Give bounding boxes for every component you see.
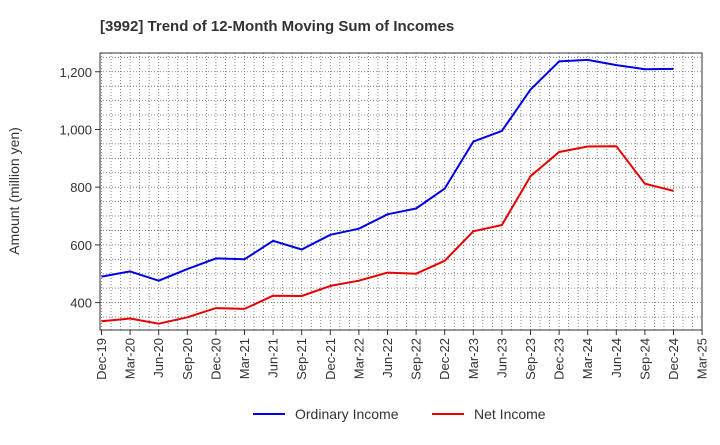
y-tick-label: 1,200 xyxy=(59,65,92,80)
x-tick-label: Mar-25 xyxy=(695,338,710,379)
legend-label: Ordinary Income xyxy=(295,406,399,422)
chart-title: [3992] Trend of 12-Month Moving Sum of I… xyxy=(100,18,454,35)
x-tick-label: Sep-24 xyxy=(637,338,652,380)
legend-label: Net Income xyxy=(474,406,546,422)
x-tick-label: Sep-21 xyxy=(294,338,309,380)
series-lines xyxy=(101,58,674,325)
y-tick-label: 600 xyxy=(70,238,92,253)
x-tick-label: Mar-21 xyxy=(237,338,252,379)
x-tick-label: Dec-20 xyxy=(208,338,223,380)
grid xyxy=(100,53,702,330)
y-axis-ticks: 400 600 800 1,000 1,200 xyxy=(59,65,100,311)
x-tick-label: Mar-22 xyxy=(351,338,366,379)
x-tick-label: Dec-22 xyxy=(437,338,452,380)
x-tick-label: Sep-22 xyxy=(409,338,424,380)
y-tick-label: 800 xyxy=(70,180,92,195)
x-tick-label: Sep-20 xyxy=(180,338,195,380)
x-tick-label: Jun-23 xyxy=(494,338,509,378)
legend: Ordinary Income Net Income xyxy=(253,406,546,422)
series-line xyxy=(101,145,674,325)
series-line xyxy=(101,58,674,282)
x-tick-label: Dec-24 xyxy=(666,338,681,380)
plot-area-frame xyxy=(99,52,703,331)
x-tick-label: Mar-24 xyxy=(580,338,595,379)
y-tick-label: 1,000 xyxy=(59,122,92,137)
x-tick-label: Sep-23 xyxy=(523,338,538,380)
x-axis-ticks: Dec-19 Mar-20 Jun-20 Sep-20 Dec-20 Mar-21 Jun-… xyxy=(94,330,710,380)
x-tick-label: Jun-24 xyxy=(609,338,624,378)
x-tick-label: Dec-23 xyxy=(552,338,567,380)
x-tick-label: Jun-21 xyxy=(266,338,281,378)
x-tick-label: Jun-20 xyxy=(151,338,166,378)
x-tick-label: Mar-23 xyxy=(466,338,481,379)
y-axis-label: Amount (million yen) xyxy=(6,127,22,255)
y-tick-label: 400 xyxy=(70,296,92,311)
x-tick-label: Dec-19 xyxy=(94,338,109,380)
x-tick-label: Mar-20 xyxy=(123,338,138,379)
x-tick-label: Dec-21 xyxy=(323,338,338,380)
x-tick-label: Jun-22 xyxy=(380,338,395,378)
